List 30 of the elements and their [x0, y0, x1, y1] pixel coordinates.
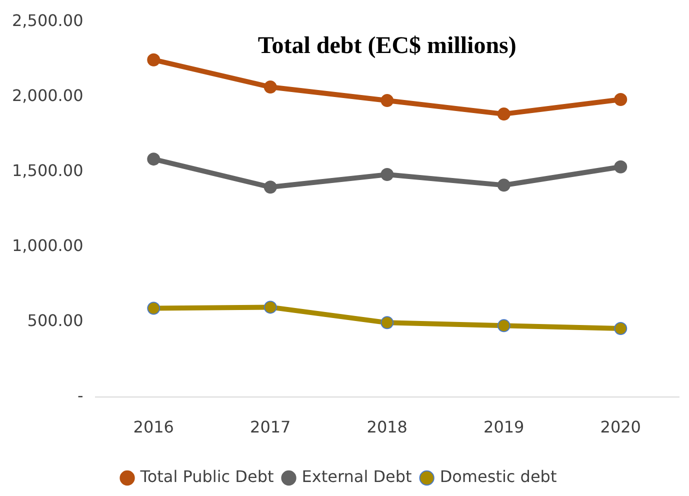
point — [380, 168, 394, 182]
point — [264, 180, 277, 194]
point — [497, 319, 510, 332]
legend-label: Domestic debt — [440, 467, 557, 486]
y-tick-label: 1,500.00 — [12, 160, 84, 180]
legend-label: Total Public Debt — [139, 467, 274, 486]
y-tick-label: 2,000.00 — [12, 86, 84, 105]
point — [497, 178, 510, 192]
y-tick-label: - — [77, 386, 84, 405]
point — [614, 160, 628, 174]
point — [147, 152, 160, 166]
x-tick-label: 2020 — [600, 418, 641, 437]
point — [380, 316, 394, 330]
point — [614, 322, 628, 336]
point — [497, 108, 510, 121]
y-tick-label: 1,000.00 — [12, 236, 84, 255]
y-tick-label: 2,500.00 — [12, 10, 84, 30]
x-tick-label: 2017 — [250, 418, 291, 437]
point — [264, 80, 277, 94]
x-tick-label: 2016 — [133, 418, 174, 437]
legend-label: External Debt — [302, 467, 412, 486]
x-tick-label: 2018 — [366, 418, 408, 437]
point — [264, 300, 277, 314]
point — [614, 92, 628, 106]
point — [147, 53, 160, 66]
text: Total debt (EC$ millions) — [258, 32, 516, 59]
y-tick-label: 500.00 — [27, 310, 84, 330]
x-tick-label: 2019 — [484, 418, 524, 437]
point — [147, 302, 160, 315]
point — [380, 94, 394, 108]
